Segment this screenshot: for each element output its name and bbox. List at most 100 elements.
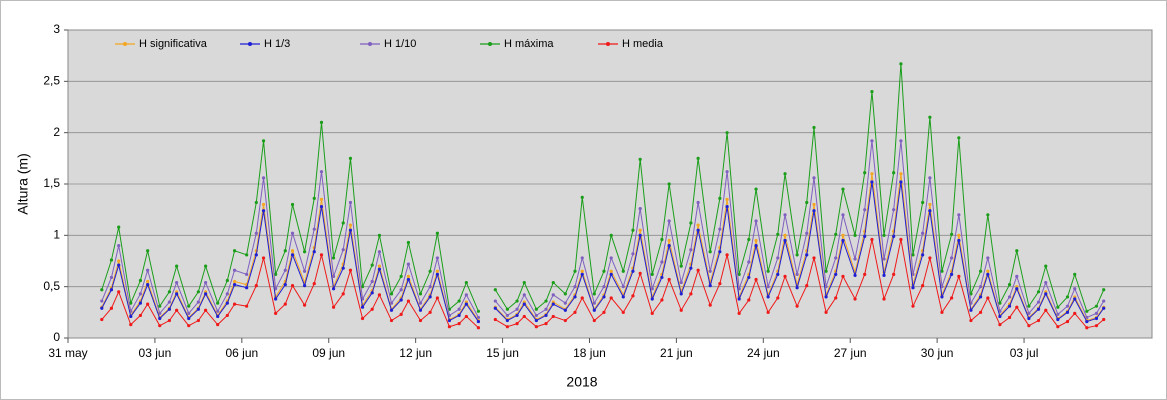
data-point bbox=[216, 301, 220, 305]
data-point bbox=[1044, 308, 1048, 312]
data-point bbox=[580, 296, 584, 300]
data-point bbox=[834, 272, 838, 276]
data-point bbox=[312, 196, 316, 200]
data-point bbox=[341, 248, 345, 252]
x-axis-label: 2018 bbox=[566, 374, 597, 390]
data-point bbox=[505, 313, 509, 318]
data-point bbox=[928, 115, 932, 119]
data-point bbox=[679, 280, 683, 285]
data-point bbox=[631, 228, 635, 232]
data-point bbox=[348, 268, 353, 272]
data-point bbox=[274, 272, 278, 276]
data-point bbox=[725, 204, 729, 209]
data-point bbox=[447, 318, 452, 323]
data-point bbox=[940, 295, 944, 299]
data-point bbox=[245, 272, 249, 276]
data-point bbox=[319, 204, 324, 209]
data-point bbox=[609, 296, 613, 300]
data-point bbox=[899, 172, 903, 176]
data-point bbox=[689, 292, 693, 296]
data-point bbox=[747, 298, 751, 302]
data-point bbox=[621, 269, 625, 273]
data-point bbox=[167, 318, 171, 323]
data-point bbox=[175, 280, 179, 285]
data-point bbox=[1073, 272, 1077, 276]
x-tick-label: 31 may bbox=[48, 346, 87, 360]
data-point bbox=[841, 213, 845, 217]
data-point bbox=[667, 219, 671, 223]
x-tick-label: 09 jun bbox=[312, 346, 345, 360]
data-point bbox=[911, 286, 915, 290]
data-point bbox=[476, 326, 481, 330]
data-point bbox=[1065, 304, 1070, 308]
data-point bbox=[551, 293, 555, 297]
data-point bbox=[754, 219, 758, 223]
data-point bbox=[824, 310, 828, 314]
data-point bbox=[824, 269, 828, 273]
data-point bbox=[776, 296, 780, 300]
data-point bbox=[882, 233, 886, 237]
data-point bbox=[1036, 300, 1041, 304]
data-point bbox=[824, 295, 828, 299]
data-point bbox=[1065, 310, 1070, 314]
data-point bbox=[679, 308, 683, 312]
data-point bbox=[158, 324, 162, 328]
data-point bbox=[660, 237, 664, 242]
data-point bbox=[689, 221, 693, 225]
data-point bbox=[261, 209, 266, 213]
data-point bbox=[708, 303, 712, 307]
data-point bbox=[957, 274, 961, 278]
data-point bbox=[428, 269, 432, 273]
data-point bbox=[348, 200, 353, 205]
data-point bbox=[245, 304, 249, 308]
data-point bbox=[331, 305, 336, 309]
data-point bbox=[696, 223, 700, 227]
data-point bbox=[117, 225, 121, 229]
data-point bbox=[899, 237, 903, 242]
data-point bbox=[505, 325, 509, 329]
data-point bbox=[216, 309, 220, 313]
data-point bbox=[609, 233, 613, 237]
data-point bbox=[406, 299, 411, 303]
data-point bbox=[679, 264, 683, 268]
data-point bbox=[399, 274, 403, 278]
data-point bbox=[493, 299, 497, 303]
data-point bbox=[146, 268, 150, 272]
legend-marker bbox=[606, 42, 610, 46]
data-point bbox=[998, 301, 1002, 305]
data-point bbox=[457, 313, 461, 318]
x-tick-label: 18 jun bbox=[573, 346, 606, 360]
data-point bbox=[812, 125, 816, 130]
data-point bbox=[957, 213, 961, 217]
data-point bbox=[204, 264, 208, 268]
series-line bbox=[101, 239, 1105, 329]
data-point bbox=[1056, 305, 1060, 309]
x-tick-label: 06 jun bbox=[225, 346, 258, 360]
data-point bbox=[254, 200, 258, 205]
data-point bbox=[341, 292, 345, 296]
data-point bbox=[254, 253, 258, 257]
y-tick-label: 1,5 bbox=[43, 176, 60, 190]
data-point bbox=[863, 272, 867, 276]
data-point bbox=[435, 272, 439, 276]
data-point bbox=[950, 272, 954, 276]
data-point bbox=[853, 273, 857, 277]
data-point bbox=[319, 170, 324, 174]
data-point bbox=[812, 176, 816, 180]
data-point bbox=[232, 279, 237, 284]
data-point bbox=[204, 308, 208, 312]
data-point bbox=[978, 285, 983, 289]
data-point bbox=[1065, 295, 1070, 299]
data-point bbox=[522, 302, 526, 306]
data-point bbox=[348, 223, 353, 227]
data-point bbox=[660, 298, 664, 302]
data-point bbox=[319, 197, 324, 201]
data-point bbox=[522, 293, 526, 297]
data-point bbox=[978, 295, 983, 299]
data-point bbox=[187, 311, 191, 315]
data-point bbox=[187, 304, 191, 308]
data-point bbox=[505, 307, 509, 311]
data-point bbox=[795, 304, 799, 308]
data-point bbox=[1044, 264, 1048, 268]
x-tick-label: 03 jun bbox=[139, 346, 172, 360]
